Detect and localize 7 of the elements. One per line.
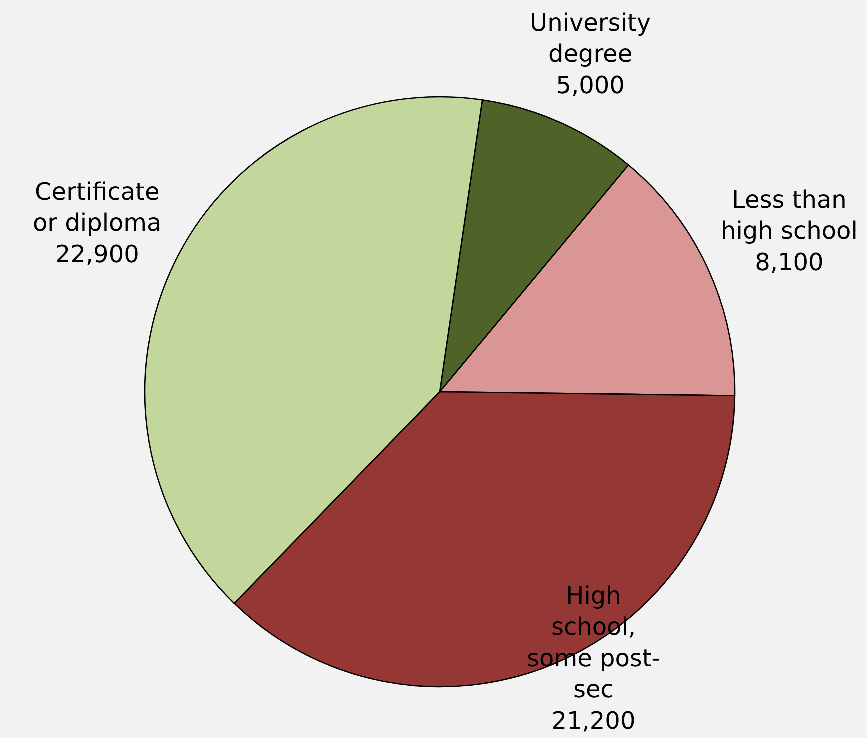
data-label: 22,900: [55, 240, 140, 268]
slice-label: Certificate or diploma: [33, 178, 162, 238]
data-label: 5,000: [556, 71, 625, 100]
data-label: 8,100: [755, 248, 824, 276]
slice-label: Less than high school: [721, 186, 858, 246]
slice-label: University degree: [530, 9, 652, 68]
data-label: 21,200: [552, 706, 636, 735]
